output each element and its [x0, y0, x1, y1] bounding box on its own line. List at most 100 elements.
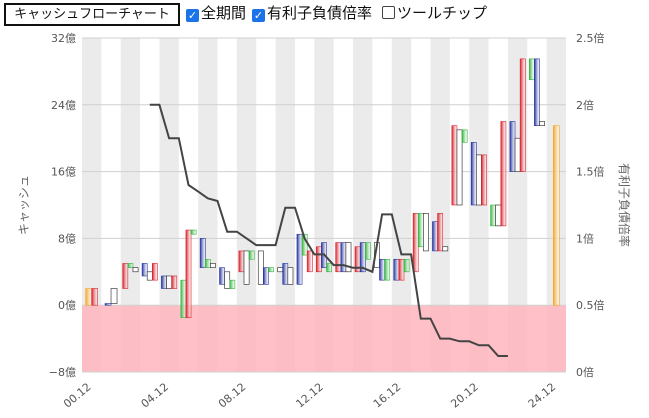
cf-bar-green [301, 233, 308, 256]
cf-bar-red [500, 121, 507, 227]
cf-bar-white [277, 267, 284, 273]
cf-bar-blue [432, 221, 438, 252]
x-tick-label: 04.12 [139, 380, 171, 410]
x-tick-label: 20.12 [448, 380, 480, 410]
cf-bar-red [451, 125, 458, 206]
cf-bar-white [514, 137, 521, 172]
period-stripe [314, 38, 334, 372]
cf-bar-white [210, 263, 216, 268]
cf-bar-white [456, 129, 463, 206]
cf-bar-orange [553, 125, 560, 306]
cf-bar-green [229, 279, 236, 289]
cf-bar-white [423, 213, 429, 252]
cf-bar-white [243, 250, 250, 285]
cf-bar-red [481, 154, 487, 206]
option-tooltip[interactable]: ツールチップ [382, 3, 487, 23]
y-tick-label: 32億 [51, 32, 76, 45]
y2-tick-label: 1.5倍 [576, 165, 605, 179]
option-debt-ratio-label: 有利子負債倍率 [267, 4, 373, 22]
cf-bar-red [91, 288, 98, 306]
y2-tick-label: 1倍 [576, 231, 594, 245]
period-stripe [430, 38, 450, 372]
cf-bar-green [364, 242, 371, 260]
cf-bar-blue [141, 263, 148, 277]
option-debt-ratio[interactable]: ✓ 有利子負債倍率 [252, 3, 372, 23]
cf-bar-red [335, 242, 342, 273]
cf-bar-green [248, 250, 255, 260]
cf-bar-blue [470, 142, 477, 206]
cf-bar-blue [219, 267, 225, 285]
cf-bar-green [403, 258, 410, 273]
cf-bar-white [224, 271, 231, 289]
cf-bar-green [384, 258, 391, 281]
cf-bar-white [539, 121, 545, 126]
cf-bar-green [204, 258, 211, 268]
cashflow-chart: 32億 24億 16億 8億 0億 −8億 2.5倍 2倍 1.5倍 1倍 0.5倍 0倍 00.1… [17, 31, 632, 411]
x-tick-label: 12.12 [293, 380, 325, 410]
cf-bar-blue [379, 258, 385, 281]
cf-bar-red [412, 213, 419, 273]
y2-axis-ticks: 2.5倍 2倍 1.5倍 1倍 0.5倍 0倍 [576, 31, 605, 379]
cf-bar-green [180, 279, 187, 319]
y2-tick-label: 0倍 [576, 365, 594, 379]
cf-bar-green [528, 58, 535, 81]
negative-area [82, 305, 566, 372]
x-tick-label: 08.12 [216, 380, 248, 410]
y2-axis-label: 有利子負債倍率 [617, 163, 632, 247]
y-axis-ticks: 32億 24億 16億 8億 0億 −8億 [49, 32, 76, 379]
period-stripe [353, 38, 373, 372]
option-tooltip-label: ツールチップ [397, 4, 488, 22]
y-tick-label: 0億 [58, 299, 76, 312]
cf-bar-green [417, 213, 424, 248]
cf-bar-orange [85, 288, 92, 306]
y2-tick-label: 2.5倍 [576, 31, 605, 45]
y-tick-label: −8億 [49, 366, 76, 379]
cf-bar-blue [509, 121, 516, 172]
checkbox-unchecked-icon[interactable] [382, 6, 395, 19]
cf-bar-green [461, 129, 468, 143]
cf-bar-white [287, 267, 294, 285]
cf-bar-white [146, 271, 153, 281]
cf-bar-red [306, 250, 313, 273]
x-tick-label: 00.12 [61, 380, 93, 410]
cf-bar-red [122, 263, 129, 289]
cf-bar-white [442, 246, 449, 252]
period-stripe [236, 38, 257, 372]
cf-bar-blue [340, 242, 347, 273]
background-stripes [82, 38, 566, 372]
y2-tick-label: 0.5倍 [576, 298, 605, 312]
cf-bar-red [519, 58, 526, 172]
cf-bar-red [437, 213, 444, 252]
checkbox-checked-icon[interactable]: ✓ [186, 9, 199, 22]
period-stripe [391, 38, 412, 372]
cf-bar-white [345, 242, 352, 273]
option-all-period[interactable]: ✓ 全期間 [186, 3, 246, 23]
cf-bar-blue [296, 233, 303, 285]
cf-bar-white [110, 288, 118, 304]
chart-type-button[interactable]: キャッシュフローチャート [4, 3, 180, 26]
cf-bar-blue [282, 263, 289, 285]
y-tick-label: 8億 [58, 232, 76, 245]
option-all-period-label: 全期間 [201, 4, 247, 22]
cf-bar-white [166, 275, 172, 289]
cf-bar-red [316, 246, 322, 273]
cf-bar-red [171, 275, 178, 289]
cf-bar-blue [104, 303, 112, 306]
cf-bar-blue [393, 258, 400, 281]
checkbox-checked-icon[interactable]: ✓ [252, 9, 265, 22]
cf-bar-red [238, 250, 245, 273]
cf-bar-white [476, 154, 482, 206]
cf-bar-blue [161, 275, 167, 289]
x-axis-ticks: 00.12 04.12 08.12 12.12 16.12 20.12 24.12 [61, 380, 558, 410]
y2-tick-label: 2倍 [576, 98, 594, 112]
toolbar: キャッシュフローチャート ✓ 全期間 ✓ 有利子負債倍率 ツールチップ [0, 0, 649, 30]
cf-bar-green [268, 267, 274, 273]
cf-bar-blue [199, 238, 206, 268]
cashflow-bars [85, 58, 560, 319]
cf-bar-green [127, 263, 134, 268]
period-stripe [275, 38, 295, 372]
cf-bar-white [257, 250, 264, 285]
cf-bar-blue [263, 267, 269, 285]
cf-bar-green [190, 229, 197, 235]
cf-bar-blue [534, 58, 540, 126]
